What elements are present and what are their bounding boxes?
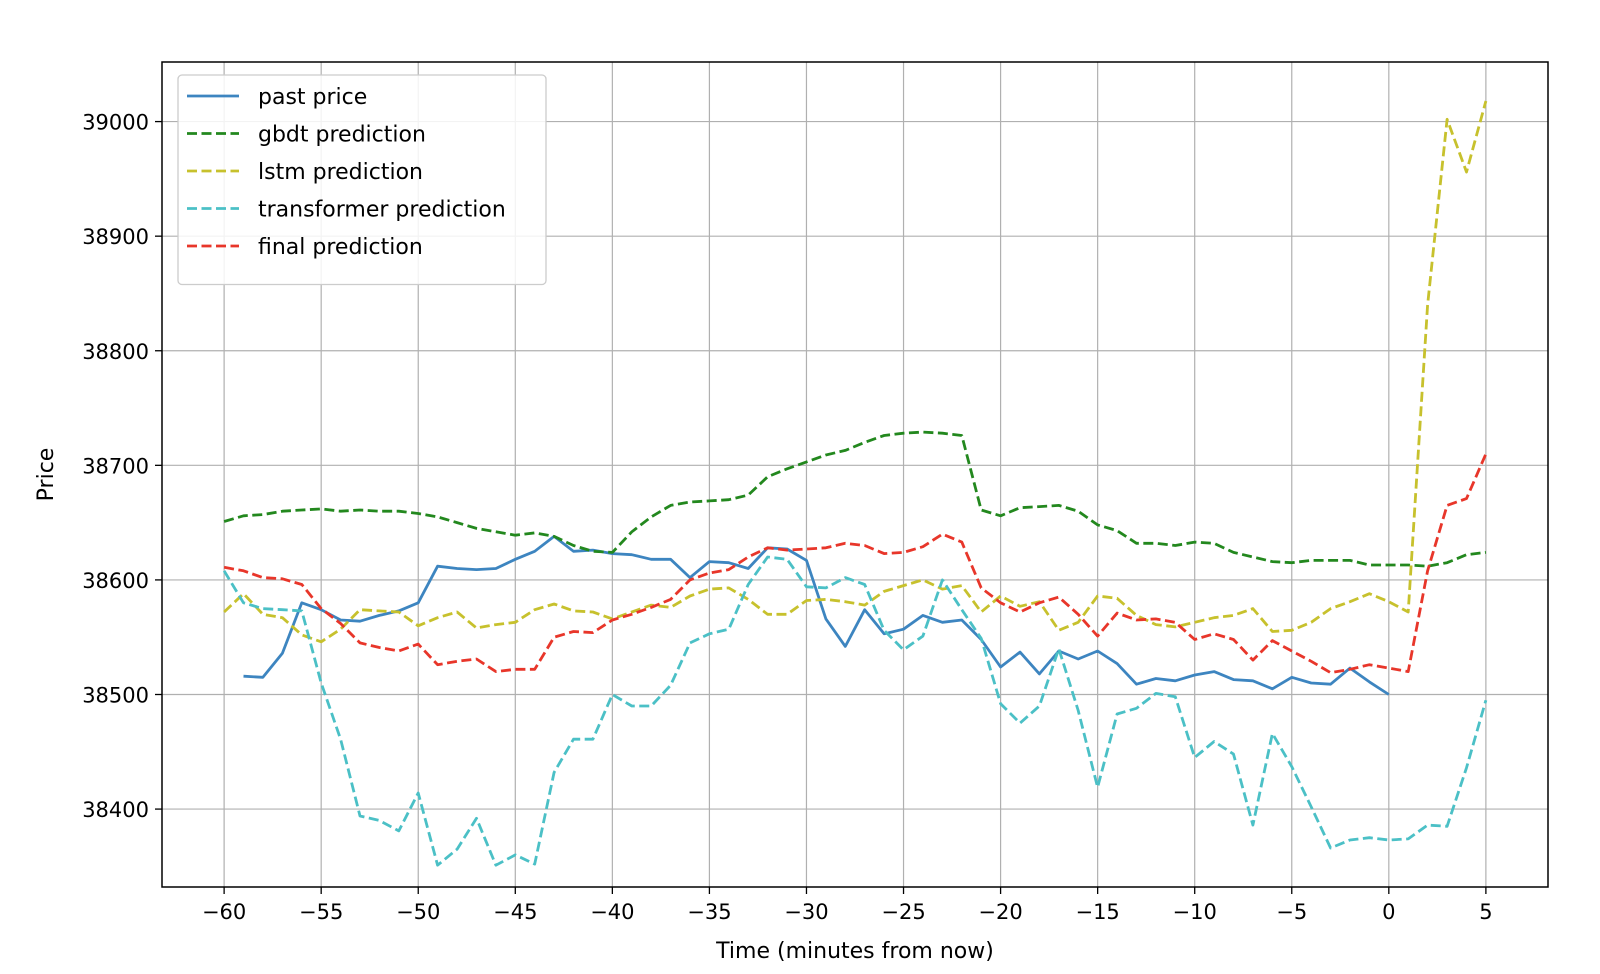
x-tick-label: −5	[1276, 900, 1307, 924]
x-tick-label: −25	[881, 900, 925, 924]
x-tick-label: −20	[978, 900, 1022, 924]
y-tick-label: 38900	[82, 225, 149, 249]
series-line-4	[223, 453, 1488, 675]
x-tick-label: −35	[687, 900, 731, 924]
legend-label: final prediction	[258, 235, 423, 260]
x-tick-label: −10	[1173, 900, 1217, 924]
y-axis-ticks: 38400 38500 38600 38700 38800 38900 39000	[82, 111, 162, 822]
y-tick-label: 38500	[82, 684, 149, 708]
series-line-3	[222, 555, 1488, 867]
legend-label: past price	[258, 85, 367, 110]
x-tick-label: −55	[299, 900, 343, 924]
series-line-2	[223, 100, 1488, 644]
y-axis-label: Price	[34, 448, 59, 502]
plot-frame	[161, 61, 1549, 888]
x-tick-label: 0	[1382, 900, 1395, 924]
legend-label: gbdt prediction	[258, 123, 426, 148]
series-lines	[222, 100, 1488, 867]
x-tick-label: −45	[493, 900, 537, 924]
x-tick-label: −50	[396, 900, 440, 924]
y-tick-label: 38600	[82, 569, 149, 593]
legend: past price gbdt prediction lstm prediction…	[177, 74, 547, 286]
legend-label: transformer prediction	[258, 198, 506, 223]
legend-label: lstm prediction	[258, 160, 423, 185]
grid-lines	[162, 62, 1548, 887]
series-line-1	[223, 430, 1487, 568]
x-tick-label: −60	[202, 900, 246, 924]
x-tick-label: −40	[590, 900, 634, 924]
x-axis-label: Time (minutes from now)	[715, 939, 994, 964]
legend-box	[177, 74, 547, 286]
x-axis-ticks: −60 −55 −50 −45 −40 −35 −30 −25 −20 −15 −10 −5 0 5	[202, 887, 1493, 924]
y-tick-label: 38800	[82, 340, 149, 364]
y-tick-label: 38400	[82, 798, 149, 822]
y-tick-label: 38700	[82, 454, 149, 478]
x-tick-label: −30	[784, 900, 828, 924]
x-tick-label: −15	[1075, 900, 1119, 924]
series-line-0	[243, 535, 1390, 696]
x-tick-label: 5	[1479, 900, 1492, 924]
y-tick-label: 39000	[82, 111, 149, 135]
